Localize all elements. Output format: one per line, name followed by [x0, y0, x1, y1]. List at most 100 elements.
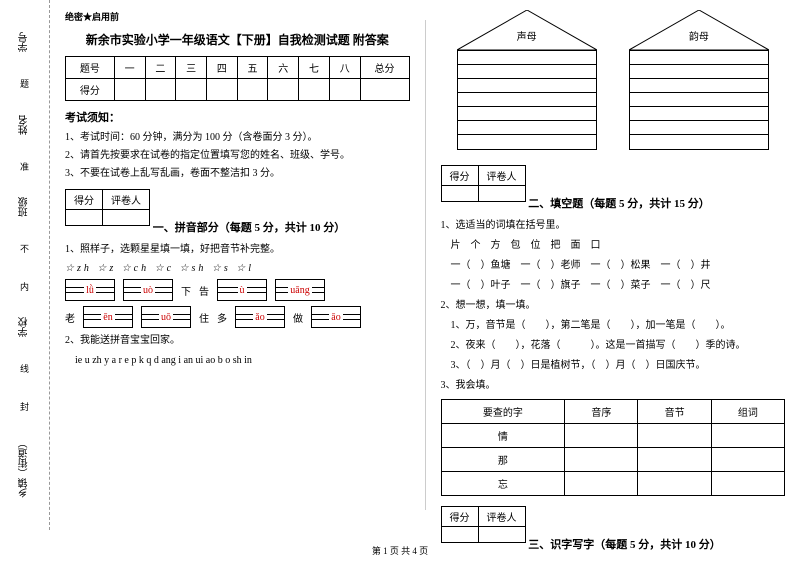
th: 组词	[711, 400, 784, 424]
roof-label: 声母	[457, 28, 597, 43]
binding-margin: 学号 题 姓名 准 班级 不 内 学校 线 封 乡镇（街道）	[0, 0, 50, 530]
pinyin-box: uò	[123, 279, 173, 301]
house-row	[630, 107, 768, 121]
section2-title: 二、填空题（每题 5 分，共计 15 分）	[528, 195, 710, 211]
bind-mark: 不	[20, 242, 29, 255]
house-row	[630, 51, 768, 65]
bind-label: 学号	[17, 32, 32, 52]
td	[103, 210, 150, 226]
th: 五	[237, 57, 268, 79]
td	[565, 448, 638, 472]
td	[638, 448, 711, 472]
q2-text: 2、我能送拼音宝宝回家。	[65, 333, 410, 349]
bind-label: 乡镇（街道）	[17, 438, 32, 498]
table-row: 要查的字 音序 音节 组词	[441, 400, 785, 424]
notice-item: 1、考试时间：60 分钟，满分为 100 分（含卷面分 3 分）。	[65, 130, 410, 145]
bind-mark: 内	[20, 280, 29, 293]
char: 住	[199, 310, 209, 325]
td	[565, 424, 638, 448]
th: 总分	[360, 57, 409, 79]
td: 评卷人	[478, 507, 525, 527]
td	[206, 79, 237, 101]
house-row	[458, 135, 596, 149]
score-box: 得分评卷人	[65, 189, 150, 226]
th: 一	[114, 57, 145, 79]
td	[268, 79, 299, 101]
notice-item: 3、不要在试卷上乱写乱画，卷面不整洁扣 3 分。	[65, 166, 410, 181]
pinyin-box: uāng	[275, 279, 325, 301]
bind-label: 学校	[17, 317, 32, 337]
right-column: 声母 韵母	[426, 0, 800, 530]
words: 片 个 方 包 位 把 面 口	[441, 238, 786, 254]
house-row	[458, 65, 596, 79]
section1-title: 一、拼音部分（每题 5 分，共计 10 分）	[153, 219, 346, 235]
pinyin-box: āo	[311, 306, 361, 328]
house-row	[458, 79, 596, 93]
page-footer: 第 1 页 共 4 页	[0, 544, 800, 557]
th: 四	[206, 57, 237, 79]
roof: 韵母	[629, 10, 769, 50]
pinyin-box: ù	[217, 279, 267, 301]
roof: 声母	[457, 10, 597, 50]
td	[478, 527, 525, 543]
char: 告	[199, 283, 209, 298]
td: 得分	[66, 190, 103, 210]
td	[478, 186, 525, 202]
bind-mark: 准	[20, 160, 29, 173]
houses-container: 声母 韵母	[441, 10, 786, 150]
char: 做	[293, 310, 303, 325]
line: 一（ ）鱼塘 一（ ）老师 一（ ）松果 一（ ）井	[441, 258, 786, 274]
exam-title: 新余市实验小学一年级语文【下册】自我检测试题 附答案	[65, 31, 410, 48]
char: 下	[181, 283, 191, 298]
th: 音序	[565, 400, 638, 424]
house-shengmu: 声母	[457, 10, 597, 150]
td	[176, 79, 207, 101]
th: 二	[145, 57, 176, 79]
line: 1、万，音节是（ ），第二笔是（ ），加一笔是（ ）。	[441, 318, 786, 334]
q2: 2、想一想，填一填。	[441, 298, 786, 314]
roof-label: 韵母	[629, 28, 769, 43]
score-box: 得分评卷人	[441, 506, 526, 543]
q1-text: 1、照样子，选颗星星填一填，好把音节补完整。	[65, 242, 410, 258]
td	[638, 424, 711, 448]
table-row: 情	[441, 424, 785, 448]
letters: ie u zh y a r e p k q d ang i an ui ao b…	[65, 353, 410, 369]
td: 得分	[441, 166, 478, 186]
house-row	[458, 93, 596, 107]
th: 要查的字	[441, 400, 565, 424]
td	[66, 210, 103, 226]
line: 2、夜来（ ），花落（ ）。这是一首描写（ ）季的诗。	[441, 338, 786, 354]
td	[441, 186, 478, 202]
bind-mark: 题	[20, 77, 29, 90]
pinyin-box: ǎo	[235, 306, 285, 328]
char: 多	[217, 310, 227, 325]
bind-mark: 封	[20, 400, 29, 413]
pinyin-box: uō	[141, 306, 191, 328]
table-row: 得分	[66, 79, 410, 101]
bind-label: 班级	[17, 197, 32, 217]
td: 忘	[441, 472, 565, 496]
th: 三	[176, 57, 207, 79]
td	[114, 79, 145, 101]
td: 情	[441, 424, 565, 448]
th: 题号	[66, 57, 115, 79]
house-row	[458, 121, 596, 135]
page-container: 学号 题 姓名 准 班级 不 内 学校 线 封 乡镇（街道） 绝密★启用前 新余…	[0, 0, 800, 530]
th: 七	[299, 57, 330, 79]
house-row	[630, 93, 768, 107]
left-column: 绝密★启用前 新余市实验小学一年级语文【下册】自我检测试题 附答案 题号 一 二…	[50, 0, 425, 530]
table-row: 那	[441, 448, 785, 472]
td: 那	[441, 448, 565, 472]
pinyin-box: lǜ	[65, 279, 115, 301]
td	[299, 79, 330, 101]
bind-label: 姓名	[17, 115, 32, 135]
score-table: 题号 一 二 三 四 五 六 七 八 总分 得分	[65, 56, 410, 101]
house-row	[458, 51, 596, 65]
line: 3、（ ）月（ ）日是植树节，（ ）月（ ）日国庆节。	[441, 358, 786, 374]
th: 音节	[638, 400, 711, 424]
q1: 1、选适当的词填在括号里。	[441, 218, 786, 234]
house-row	[630, 79, 768, 93]
q3: 3、我会填。	[441, 378, 786, 394]
td	[360, 79, 409, 101]
line: 一（ ）叶子 一（ ）旗子 一（ ）菜子 一（ ）尺	[441, 278, 786, 294]
